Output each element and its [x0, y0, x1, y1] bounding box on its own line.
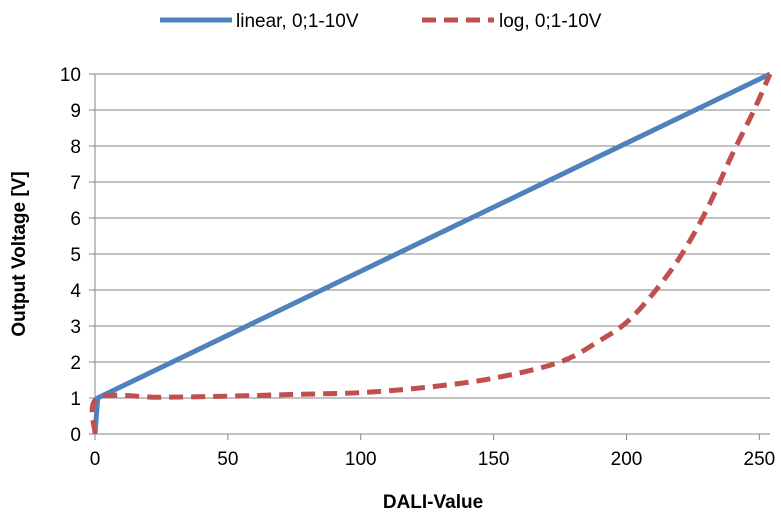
x-tick-label: 50 — [217, 449, 238, 470]
y-tick-label: 8 — [70, 137, 81, 158]
y-tick-label: 1 — [70, 389, 81, 410]
x-tick-label: 100 — [345, 449, 377, 470]
legend-label-linear: linear, 0;1-10V — [236, 11, 359, 32]
series-lines — [89, 71, 773, 435]
x-tick-label: 200 — [611, 449, 643, 470]
y-tick-label: 6 — [70, 209, 81, 230]
legend: linear, 0;1-10V log, 0;1-10V — [160, 11, 602, 32]
x-tick-label: 250 — [744, 449, 776, 470]
y-tick-label: 3 — [70, 317, 81, 338]
series-line-linear — [92, 71, 772, 435]
x-axis-title: DALI-Value — [383, 492, 483, 513]
y-tick-label: 10 — [60, 65, 81, 86]
legend-label-log: log, 0;1-10V — [499, 11, 602, 32]
y-tick-label: 9 — [70, 101, 81, 122]
y-tick-label: 5 — [70, 245, 81, 266]
series-line-log — [89, 72, 773, 435]
y-axis-title: Output Voltage [V] — [9, 171, 30, 336]
x-tick-label: 0 — [90, 449, 101, 470]
x-tick-labels: 0 50 100 150 200 250 — [90, 449, 776, 470]
y-tick-label: 0 — [70, 425, 81, 446]
y-tick-label: 7 — [70, 173, 81, 194]
gridlines — [89, 73, 770, 440]
y-tick-labels: 0 1 2 3 4 5 6 7 8 9 10 — [60, 65, 82, 446]
y-tick-label: 4 — [70, 281, 81, 302]
y-tick-label: 2 — [70, 353, 81, 374]
x-tick-label: 150 — [478, 449, 510, 470]
